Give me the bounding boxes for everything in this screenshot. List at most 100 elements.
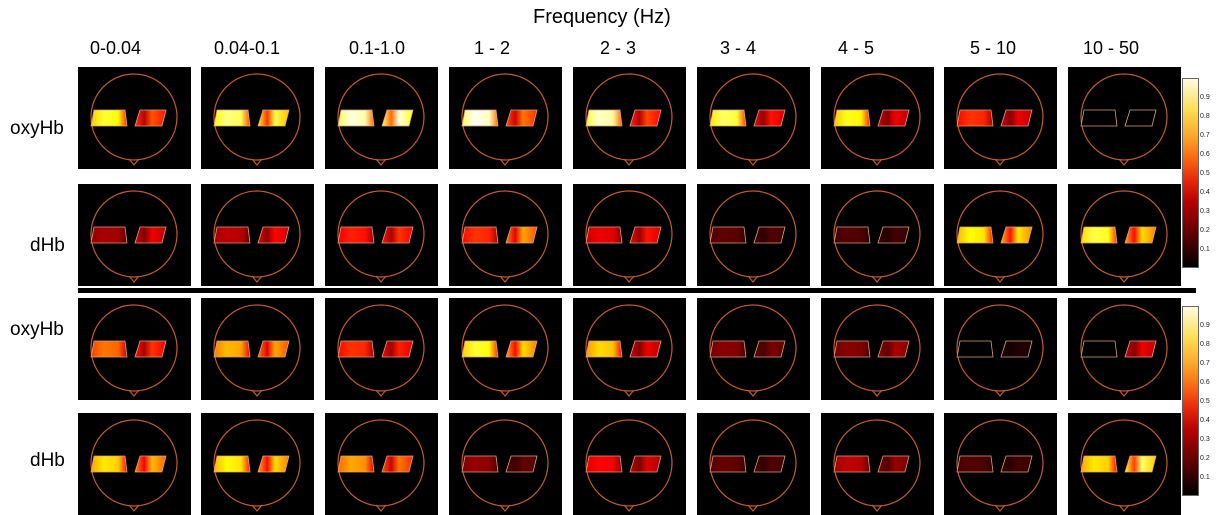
- head-outline: [833, 419, 921, 507]
- right-channel-region: [1000, 455, 1033, 473]
- heatmap-cell: [325, 184, 438, 286]
- right-channel-region: [1124, 226, 1157, 244]
- head-outline: [461, 73, 549, 161]
- nose-marker: [499, 504, 511, 512]
- left-channel-region: [461, 226, 499, 244]
- heatmap-cell: [821, 298, 934, 400]
- left-channel-region: [213, 340, 251, 358]
- nose-marker: [375, 389, 387, 397]
- head-map: [90, 73, 178, 166]
- colorbar-tick-label: 0.1: [1200, 245, 1210, 253]
- right-channel-region: [381, 226, 414, 244]
- right-channel-region: [1000, 109, 1033, 127]
- colorbar-tick-label: 0.3: [1200, 207, 1210, 215]
- colorbar: [1182, 78, 1199, 268]
- right-channel-region: [877, 226, 910, 244]
- head-map: [337, 190, 425, 283]
- nose-marker: [375, 504, 387, 512]
- head-outline: [709, 190, 797, 278]
- head-outline: [213, 304, 301, 392]
- head-map: [585, 419, 673, 512]
- colorbar-tick-label: 0.8: [1200, 112, 1210, 120]
- head-outline: [90, 73, 178, 161]
- right-channel-region: [1124, 340, 1157, 358]
- right-channel-region: [629, 109, 662, 127]
- head-outline: [213, 419, 301, 507]
- nose-marker: [375, 275, 387, 283]
- colorbar-tick-label: 0.9: [1200, 321, 1210, 329]
- nose-marker: [128, 389, 140, 397]
- left-channel-region: [709, 340, 747, 358]
- head-map: [337, 419, 425, 512]
- heatmap-cell: [697, 413, 810, 515]
- head-map: [461, 190, 549, 283]
- head-map: [213, 73, 301, 166]
- nose-marker: [623, 158, 635, 166]
- head-map: [337, 304, 425, 397]
- frequency-band-label: 2 - 3: [600, 38, 637, 58]
- head-outline: [213, 190, 301, 278]
- head-map: [1080, 304, 1168, 397]
- head-map: [585, 304, 673, 397]
- nose-marker: [499, 158, 511, 166]
- signal-row-label: dHb: [30, 235, 65, 256]
- heatmap-cell: [1068, 413, 1181, 515]
- nose-marker: [1118, 275, 1130, 283]
- head-map: [1080, 73, 1168, 166]
- right-channel-region: [1124, 455, 1157, 473]
- nose-marker: [1118, 158, 1130, 166]
- head-map: [709, 304, 797, 397]
- colorbar-tick-label: 0.8: [1200, 340, 1210, 348]
- left-channel-region: [90, 226, 128, 244]
- left-channel-region: [213, 226, 251, 244]
- left-channel-region: [585, 226, 623, 244]
- colorbar-tick-label: 0.6: [1200, 150, 1210, 158]
- head-map: [90, 304, 178, 397]
- left-channel-region: [956, 226, 994, 244]
- head-outline: [585, 419, 673, 507]
- left-channel-region: [337, 226, 375, 244]
- nose-marker: [251, 275, 263, 283]
- colorbar-tick-label: 0.9: [1200, 93, 1210, 101]
- head-outline: [1080, 419, 1168, 507]
- heatmap-cell: [201, 298, 314, 400]
- head-outline: [1080, 73, 1168, 161]
- right-channel-region: [505, 226, 538, 244]
- head-outline: [337, 190, 425, 278]
- heatmap-cell: [449, 413, 562, 515]
- right-channel-region: [505, 340, 538, 358]
- right-channel-region: [257, 455, 290, 473]
- head-map: [956, 190, 1044, 283]
- frequency-axis-title: Frequency (Hz): [533, 6, 671, 28]
- heatmap-cell: [78, 67, 191, 169]
- left-channel-region: [709, 455, 747, 473]
- heatmap-cell: [325, 413, 438, 515]
- head-map: [90, 190, 178, 283]
- head-map: [461, 419, 549, 512]
- left-channel-region: [90, 455, 128, 473]
- head-map: [709, 190, 797, 283]
- nose-marker: [747, 275, 759, 283]
- nose-marker: [623, 389, 635, 397]
- head-outline: [956, 419, 1044, 507]
- heatmap-cell: [697, 298, 810, 400]
- heatmap-cell: [944, 184, 1057, 286]
- right-channel-region: [134, 455, 167, 473]
- head-outline: [956, 304, 1044, 392]
- right-channel-region: [753, 340, 786, 358]
- head-map: [956, 304, 1044, 397]
- right-channel-region: [134, 226, 167, 244]
- right-channel-region: [753, 455, 786, 473]
- heatmap-cell: [325, 298, 438, 400]
- head-outline: [213, 73, 301, 161]
- colorbar-tick-label: 0.7: [1200, 359, 1210, 367]
- colorbar-tick-label: 0.6: [1200, 378, 1210, 386]
- head-outline: [337, 419, 425, 507]
- nose-marker: [251, 158, 263, 166]
- nose-marker: [623, 504, 635, 512]
- head-map: [213, 304, 301, 397]
- head-map: [213, 419, 301, 512]
- right-channel-region: [877, 455, 910, 473]
- head-outline: [461, 419, 549, 507]
